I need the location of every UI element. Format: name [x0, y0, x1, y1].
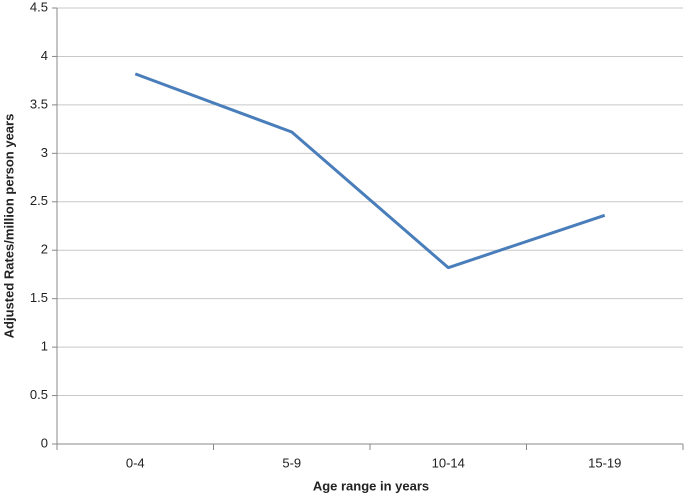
y-tick-label: 3 — [41, 145, 48, 160]
y-tick-label: 1.5 — [30, 290, 48, 305]
y-tick-label: 1 — [41, 339, 48, 354]
x-tick-label: 0-4 — [126, 455, 145, 470]
y-axis-title: Adjusted Rates/million person years — [1, 114, 16, 339]
y-tick-label: 2 — [41, 242, 48, 257]
x-tick-label: 5-9 — [282, 455, 301, 470]
y-tick-label: 3.5 — [30, 96, 48, 111]
x-axis-title: Age range in years — [313, 478, 429, 493]
y-tick-label: 4 — [41, 48, 48, 63]
y-tick-label: 0 — [41, 435, 48, 450]
x-tick-label: 15-19 — [588, 455, 621, 470]
y-tick-label: 2.5 — [30, 193, 48, 208]
y-tick-label: 4.5 — [30, 0, 48, 14]
data-line — [134, 72, 606, 270]
x-tick-label: 10-14 — [432, 455, 465, 470]
y-tick-label: 0.5 — [30, 387, 48, 402]
